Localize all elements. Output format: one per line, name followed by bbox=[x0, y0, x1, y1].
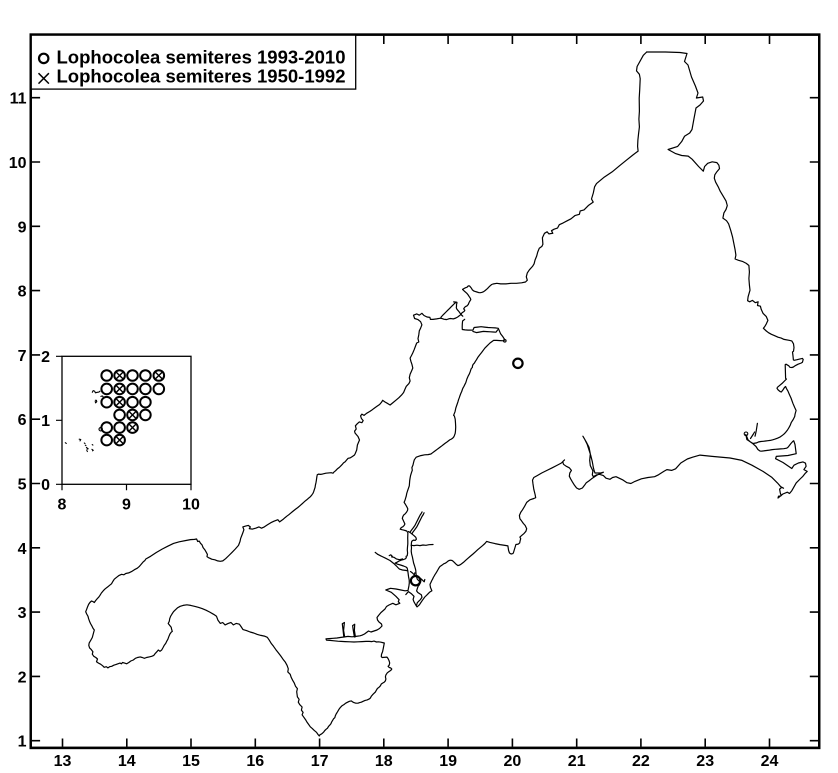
svg-text:21: 21 bbox=[568, 753, 586, 768]
svg-text:1: 1 bbox=[41, 413, 50, 430]
svg-text:10: 10 bbox=[182, 497, 200, 514]
svg-text:1: 1 bbox=[18, 734, 27, 751]
svg-text:10: 10 bbox=[9, 155, 27, 172]
svg-text:3: 3 bbox=[18, 605, 27, 622]
svg-text:8: 8 bbox=[18, 284, 27, 301]
svg-text:9: 9 bbox=[18, 219, 27, 236]
svg-text:17: 17 bbox=[311, 753, 329, 768]
svg-text:11: 11 bbox=[10, 91, 27, 108]
svg-text:6: 6 bbox=[18, 412, 27, 429]
svg-text:18: 18 bbox=[375, 753, 393, 768]
svg-text:5: 5 bbox=[18, 477, 27, 494]
svg-text:13: 13 bbox=[54, 753, 72, 768]
svg-text:7: 7 bbox=[18, 348, 27, 365]
svg-text:2: 2 bbox=[41, 349, 50, 366]
svg-text:16: 16 bbox=[246, 753, 264, 768]
svg-text:15: 15 bbox=[182, 753, 200, 768]
svg-text:23: 23 bbox=[696, 753, 714, 768]
svg-text:22: 22 bbox=[632, 753, 650, 768]
svg-text:0: 0 bbox=[41, 477, 50, 494]
svg-text:Lophocolea semiteres 1950-1992: Lophocolea semiteres 1950-1992 bbox=[57, 65, 346, 86]
svg-text:9: 9 bbox=[122, 497, 131, 514]
svg-text:19: 19 bbox=[439, 753, 457, 768]
svg-text:24: 24 bbox=[761, 753, 779, 768]
svg-text:2: 2 bbox=[18, 669, 27, 686]
svg-text:20: 20 bbox=[504, 753, 522, 768]
svg-text:4: 4 bbox=[18, 541, 27, 558]
svg-text:14: 14 bbox=[118, 753, 136, 768]
svg-text:Lophocolea semiteres 1993-2010: Lophocolea semiteres 1993-2010 bbox=[57, 47, 346, 68]
svg-text:8: 8 bbox=[58, 497, 67, 514]
